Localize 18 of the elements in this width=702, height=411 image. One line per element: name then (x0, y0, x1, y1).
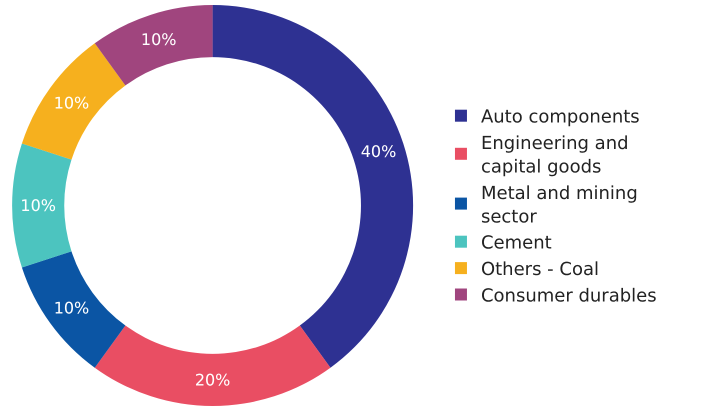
donut-slice (22, 43, 126, 160)
donut-slice (94, 326, 330, 406)
data-label: 40% (360, 142, 396, 162)
legend-label: Consumer durables (480, 286, 657, 307)
legend-label: Metal and mining sector (480, 182, 638, 228)
data-label: 10% (54, 93, 90, 112)
data-label: 10% (54, 298, 90, 318)
data-label: 10% (140, 30, 176, 50)
donut-slice (12, 144, 72, 268)
legend-label: Engineering and capital goods (480, 133, 629, 178)
legend-label: Cement (480, 232, 552, 254)
legend-label: Others - Coal (480, 259, 600, 280)
donut-slice (22, 251, 126, 368)
legend-label: Auto components (480, 106, 640, 128)
data-label: 20% (194, 370, 230, 390)
data-label: 10% (20, 196, 56, 215)
donut-slice (212, 5, 413, 368)
donut-slice (94, 5, 213, 86)
